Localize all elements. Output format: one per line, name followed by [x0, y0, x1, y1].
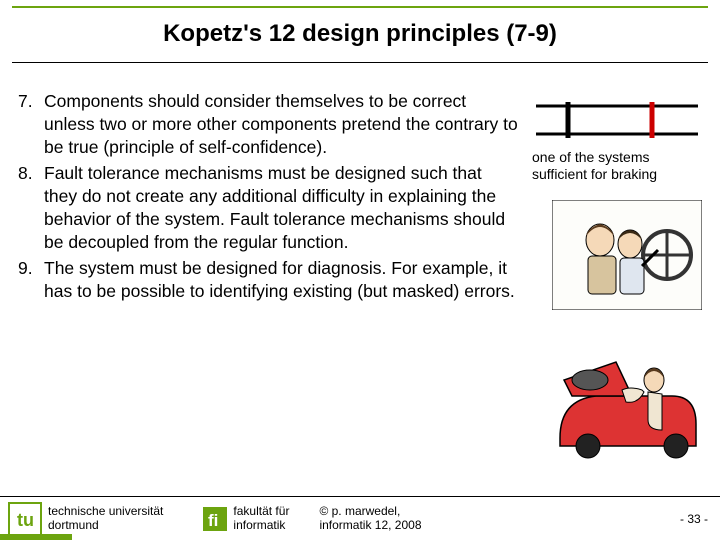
principle-number: 9.: [18, 257, 44, 303]
title-rule: [12, 62, 708, 63]
fi-name: fakultät fürinformatik: [233, 505, 289, 531]
principle-7: 7. Components should consider themselves…: [18, 90, 518, 158]
diagram-caption: one of the systems sufficient for brakin…: [532, 149, 702, 183]
svg-text:fi: fi: [208, 511, 218, 530]
redundancy-diagram: one of the systems sufficient for brakin…: [532, 100, 702, 183]
fi-logo-icon: fi: [203, 507, 227, 531]
page-number: - 33 -: [680, 512, 708, 526]
principle-text: The system must be designed for diagnosi…: [44, 257, 518, 303]
principle-text: Components should consider themselves to…: [44, 90, 518, 158]
bottom-accent-bar: [0, 534, 72, 540]
principle-text: Fault tolerance mechanisms must be desig…: [44, 162, 518, 253]
principle-9: 9. The system must be designed for diagn…: [18, 257, 518, 303]
svg-text:tu: tu: [17, 510, 34, 530]
slide-title: Kopetz's 12 design principles (7-9): [0, 20, 720, 48]
credit-text: © p. marwedel,informatik 12, 2008: [319, 505, 421, 531]
principle-number: 7.: [18, 90, 44, 158]
top-rule: [12, 6, 708, 8]
car-interior-illustration: [552, 200, 702, 310]
principle-8: 8. Fault tolerance mechanisms must be de…: [18, 162, 518, 253]
tu-logo-icon: tu: [8, 502, 42, 536]
tu-name: technische universitätdortmund: [48, 505, 163, 531]
slide-footer: tu technische universitätdortmund fi fak…: [0, 496, 720, 540]
principle-number: 8.: [18, 162, 44, 253]
h-ladder-icon: [532, 100, 702, 142]
principles-list: 7. Components should consider themselves…: [18, 90, 518, 307]
car-hood-illustration: [552, 350, 702, 460]
